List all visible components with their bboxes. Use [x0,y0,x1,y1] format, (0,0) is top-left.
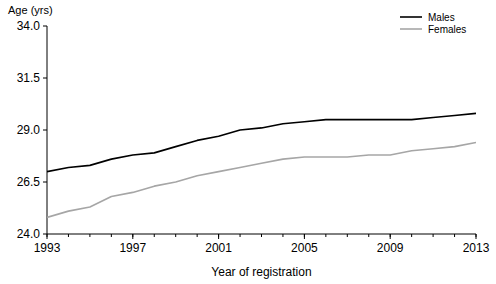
x-minor-tick [89,234,90,237]
plot-area [47,113,476,217]
y-axis-label: Age (yrs) [8,4,53,16]
x-minor-tick [282,234,283,237]
chart: 24.0 26.5 29.0 31.5 34.0 1993 1997 2001 2005 2009… [0,0,496,284]
x-tick [218,234,219,239]
y-tick-label: 24.0 [17,227,41,241]
x-minor-tick [411,234,412,237]
x-minor-tick [347,234,348,237]
x-tick [304,234,305,239]
legend-swatch [400,28,422,30]
x-tick-label: 1993 [34,241,61,255]
legend-label: Females [428,24,466,35]
y-tick [43,234,47,235]
legend-label: Males [428,12,455,23]
x-minor-tick [433,234,434,237]
y-tick-label: 34.0 [17,19,41,33]
x-tick-label: 2009 [377,241,404,255]
x-tick [476,234,477,239]
x-tick-label: 2013 [463,241,490,255]
series-line [47,142,476,217]
x-minor-tick [197,234,198,237]
x-minor-tick [175,234,176,237]
x-minor-tick [240,234,241,237]
x-tick [132,234,133,239]
x-tick-label: 2001 [205,241,232,255]
y-tick [43,130,47,131]
x-tick [47,234,48,239]
x-minor-tick [261,234,262,237]
x-minor-tick [68,234,69,237]
x-minor-tick [454,234,455,237]
x-tick-label: 2005 [291,241,318,255]
x-tick-label: 1997 [119,241,146,255]
x-axis-label: Year of registration [211,265,311,279]
y-tick [43,26,47,27]
y-tick-label: 31.5 [17,71,41,85]
x-tick [390,234,391,239]
y-tick-label: 29.0 [17,123,41,137]
x-minor-tick [111,234,112,237]
x-minor-tick [154,234,155,237]
x-minor-tick [325,234,326,237]
y-tick [43,78,47,79]
legend-swatch [400,16,422,18]
x-minor-tick [368,234,369,237]
y-tick-label: 26.5 [17,175,41,189]
y-tick [43,182,47,183]
